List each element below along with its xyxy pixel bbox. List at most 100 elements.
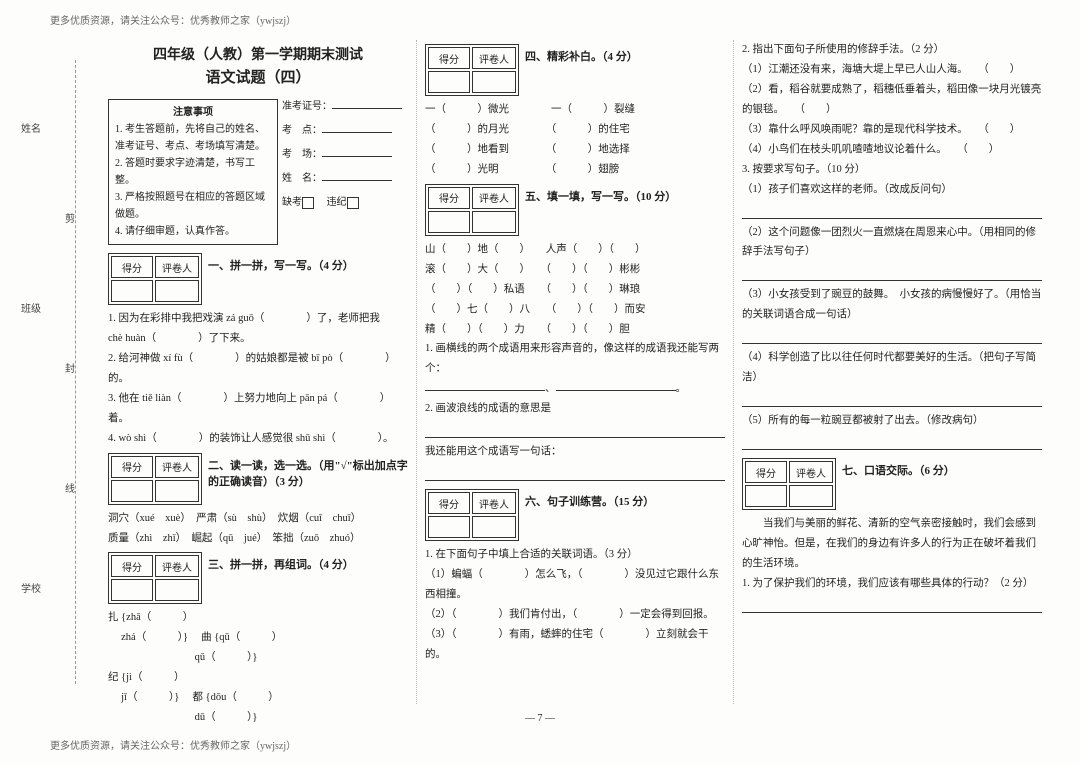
q5-line: 滚（ ）大（ ） （ ）（ ）彬彬 bbox=[425, 260, 725, 280]
exam-name: 姓 名： bbox=[282, 167, 408, 191]
q5-line: （ ）（ ）私语 （ ）（ ）琳琅 bbox=[425, 280, 725, 300]
reviewer-cell: 评卷人 bbox=[472, 187, 516, 209]
q2-line: 洞穴（xué xuè） 严肃（sù shù） 炊烟（cuī chuī） bbox=[108, 509, 408, 529]
q3-pinyin: qǔ（ ） bbox=[195, 652, 253, 663]
q6-2-item: （3）靠什么呼风唤雨呢？靠的是现代科学技术。 （ ） bbox=[742, 120, 1042, 140]
score-cell: 得分 bbox=[111, 456, 153, 478]
q3-pinyin: dōu（ ） bbox=[211, 692, 279, 703]
q3-pinyin: jǐ（ ） bbox=[121, 692, 174, 703]
page-title-2: 语文试题（四） bbox=[108, 66, 408, 87]
absent-checkbox[interactable] bbox=[302, 197, 314, 209]
q6-3-item: （3）小女孩受到了豌豆的鼓舞。 小女孩的病慢慢好了。（用恰当的关联词语合成一句话… bbox=[742, 285, 1042, 325]
notice-box: 注意事项 1. 考生答题前，先将自己的姓名、准考证号、考点、考场填写清楚。 2.… bbox=[108, 99, 278, 245]
q6-1-item: （3）（ ）有雨，蟋蟀的住宅（ ）立刻就会干的。 bbox=[425, 625, 725, 665]
q4-line: （ ）的月光 （ ）的住宅 bbox=[425, 120, 725, 140]
q6-2: 2. 指出下面句子所使用的修辞手法。（2 分） bbox=[742, 40, 1042, 60]
q6-3: 3. 按要求写句子。（10 分） bbox=[742, 160, 1042, 180]
q6-2-item: （1）江潮还没有来，海塘大堤上早已人山人海。 （ ） bbox=[742, 60, 1042, 80]
reviewer-cell: 评卷人 bbox=[789, 461, 833, 483]
q5-line: 精（ ）（ ）力 （ ）（ ）胆 bbox=[425, 320, 725, 340]
binding-seal: 封 bbox=[65, 360, 75, 375]
q6-3-item: （5）所有的每一粒豌豆都被射了出去。（修改病句） bbox=[742, 411, 1042, 431]
binding-cut: 剪 bbox=[65, 210, 75, 225]
q2-line: 质量（zhì zhǐ） 崛起（qū jué） 笨拙（zuō zhuó） bbox=[108, 529, 408, 549]
notice-item: 4. 请仔细审题，认真作答。 bbox=[115, 223, 271, 240]
score-box-5: 得分评卷人 bbox=[425, 184, 519, 236]
q4-line: （ ）光明 （ ）翅膀 bbox=[425, 160, 725, 180]
score-cell: 得分 bbox=[428, 492, 470, 514]
answer-line[interactable] bbox=[742, 435, 1042, 450]
q5-sub: 2. 画波浪线的成语的意思是 bbox=[425, 399, 725, 419]
q3-char: 曲 bbox=[201, 632, 212, 643]
q1-line: 2. 给河神做 xí fù（ ）的姑娘都是被 bī pò（ ）的。 bbox=[108, 349, 408, 389]
reviewer-cell: 评卷人 bbox=[155, 555, 199, 577]
answer-line[interactable] bbox=[742, 392, 1042, 407]
q3-row: 纪 {jì（ ） jǐ（ ）} 都 {dōu（ ） dū（ ）} bbox=[108, 668, 408, 728]
reviewer-cell: 评卷人 bbox=[155, 256, 199, 278]
answer-line[interactable] bbox=[425, 423, 725, 438]
score-box-1: 得分评卷人 bbox=[108, 253, 202, 305]
notice-item: 2. 答题时要求字迹清楚，书写工整。 bbox=[115, 155, 271, 189]
notice-item: 3. 严格按照题号在相应的答题区域做题。 bbox=[115, 189, 271, 223]
exam-info: 准考证号： 考 点： 考 场： 姓 名： 缺考 违纪 bbox=[282, 95, 408, 215]
q4-line: 一（ ）微光 一（ ）裂缝 bbox=[425, 100, 725, 120]
q3-char: 纪 bbox=[108, 672, 119, 683]
q3-pinyin: zhá（ ） bbox=[121, 632, 183, 643]
q7-para: 当我们与美丽的鲜花、清新的空气亲密接触时，我们会感到心旷神怡。但是，在我们的身边… bbox=[742, 514, 1042, 574]
answer-line[interactable] bbox=[742, 329, 1042, 344]
q7-q: 1. 为了保护我们的环境，我们应该有哪些具体的行动？（2 分） bbox=[742, 574, 1042, 594]
score-box-2: 得分评卷人 bbox=[108, 453, 202, 505]
binding-class: 班级 bbox=[21, 300, 41, 315]
q3-pinyin: zhā（ ） bbox=[126, 612, 193, 623]
column-1: 四年级（人教）第一学期期末测试 语文试题（四） 注意事项 1. 考生答题前，先将… bbox=[100, 40, 417, 704]
q6-1-item: （2）（ ）我们肯付出，（ ）一定会得到回报。 bbox=[425, 605, 725, 625]
reviewer-cell: 评卷人 bbox=[472, 47, 516, 69]
q6-1: 1. 在下面句子中填上合适的关联词语。（3 分） bbox=[425, 545, 725, 565]
q1-line: chè huàn（ ）了下来。 bbox=[108, 329, 408, 349]
q3-char: 扎 bbox=[108, 612, 119, 623]
exam-flags: 缺考 违纪 bbox=[282, 191, 408, 215]
exam-page: 更多优质资源，请关注公众号：优秀教师之家（ywjszj） 更多优质资源，请关注公… bbox=[0, 0, 1080, 764]
binding-name: 姓名 bbox=[21, 120, 41, 135]
violation-checkbox[interactable] bbox=[347, 197, 359, 209]
q3-char: 都 bbox=[192, 692, 203, 703]
binding-school: 学校 bbox=[21, 580, 41, 595]
q5-blank: 、。 bbox=[425, 379, 725, 399]
score-cell: 得分 bbox=[428, 187, 470, 209]
q6-3-item: （2）这个问题像一团烈火一直燃烧在周恩来心中。（用相同的修辞手法写句子） bbox=[742, 223, 1042, 263]
exam-room: 考 场： bbox=[282, 143, 408, 167]
q6-2-item: （4）小鸟们在枝头叽叽喳喳地议论着什么。 （ ） bbox=[742, 140, 1042, 160]
q3-pinyin: dū（ ） bbox=[195, 712, 253, 723]
q5-line: （ ）七（ ）八 （ ）（ ）而安 bbox=[425, 300, 725, 320]
answer-line[interactable] bbox=[425, 466, 725, 481]
q3-pinyin: qū（ ） bbox=[219, 632, 282, 643]
content-area: 四年级（人教）第一学期期末测试 语文试题（四） 注意事项 1. 考生答题前，先将… bbox=[100, 40, 1050, 704]
score-box-3: 得分评卷人 bbox=[108, 552, 202, 604]
header-note-top: 更多优质资源，请关注公众号：优秀教师之家（ywjszj） bbox=[50, 12, 296, 27]
q6-1-item: （1）蝙蝠（ ）怎么飞，（ ）没见过它跟什么东西相撞。 bbox=[425, 565, 725, 605]
score-cell: 得分 bbox=[111, 555, 153, 577]
column-2: 得分评卷人 四、精彩补白。（4 分） 一（ ）微光 一（ ）裂缝 （ ）的月光 … bbox=[417, 40, 734, 704]
q6-3-item: （4）科学创造了比以往任何时代都要美好的生活。（把句子写简洁） bbox=[742, 348, 1042, 388]
page-number: — 7 — bbox=[525, 713, 555, 724]
header-note-bottom: 更多优质资源，请关注公众号：优秀教师之家（ywjszj） bbox=[50, 737, 296, 752]
binding-margin: 姓名 剪 班级 封 线 学校 bbox=[25, 60, 76, 684]
binding-line: 线 bbox=[65, 480, 75, 495]
answer-line[interactable] bbox=[742, 598, 1042, 613]
notice-title: 注意事项 bbox=[115, 104, 271, 121]
q4-line: （ ）地看到 （ ）地选择 bbox=[425, 140, 725, 160]
answer-line[interactable] bbox=[742, 204, 1042, 219]
score-box-6: 得分评卷人 bbox=[425, 489, 519, 541]
q1-line: 1. 因为在彩排中我把戏演 zá guō（ ）了，老师把我 bbox=[108, 309, 408, 329]
score-cell: 得分 bbox=[428, 47, 470, 69]
score-box-7: 得分评卷人 bbox=[742, 458, 836, 510]
q6-3-item: （1）孩子们喜欢这样的老师。（改成反问句） bbox=[742, 180, 1042, 200]
answer-line[interactable] bbox=[742, 266, 1042, 281]
absent-label: 缺考 bbox=[282, 197, 302, 208]
q5-sub: 1. 画横线的两个成语用来形容声音的，像这样的成语我还能写两个： bbox=[425, 339, 725, 379]
score-cell: 得分 bbox=[745, 461, 787, 483]
q5-sub: 我还能用这个成语写一句话： bbox=[425, 442, 725, 462]
q1-line: 3. 他在 tiě liàn（ ）上努力地向上 pān pá（ ）着。 bbox=[108, 389, 408, 429]
column-3: 2. 指出下面句子所使用的修辞手法。（2 分） （1）江潮还没有来，海塘大堤上早… bbox=[734, 40, 1050, 704]
q6-2-item: （2）看，稻谷就要成熟了，稻穗低垂着头，稻田像一块月光镀亮的银毯。 （ ） bbox=[742, 80, 1042, 120]
